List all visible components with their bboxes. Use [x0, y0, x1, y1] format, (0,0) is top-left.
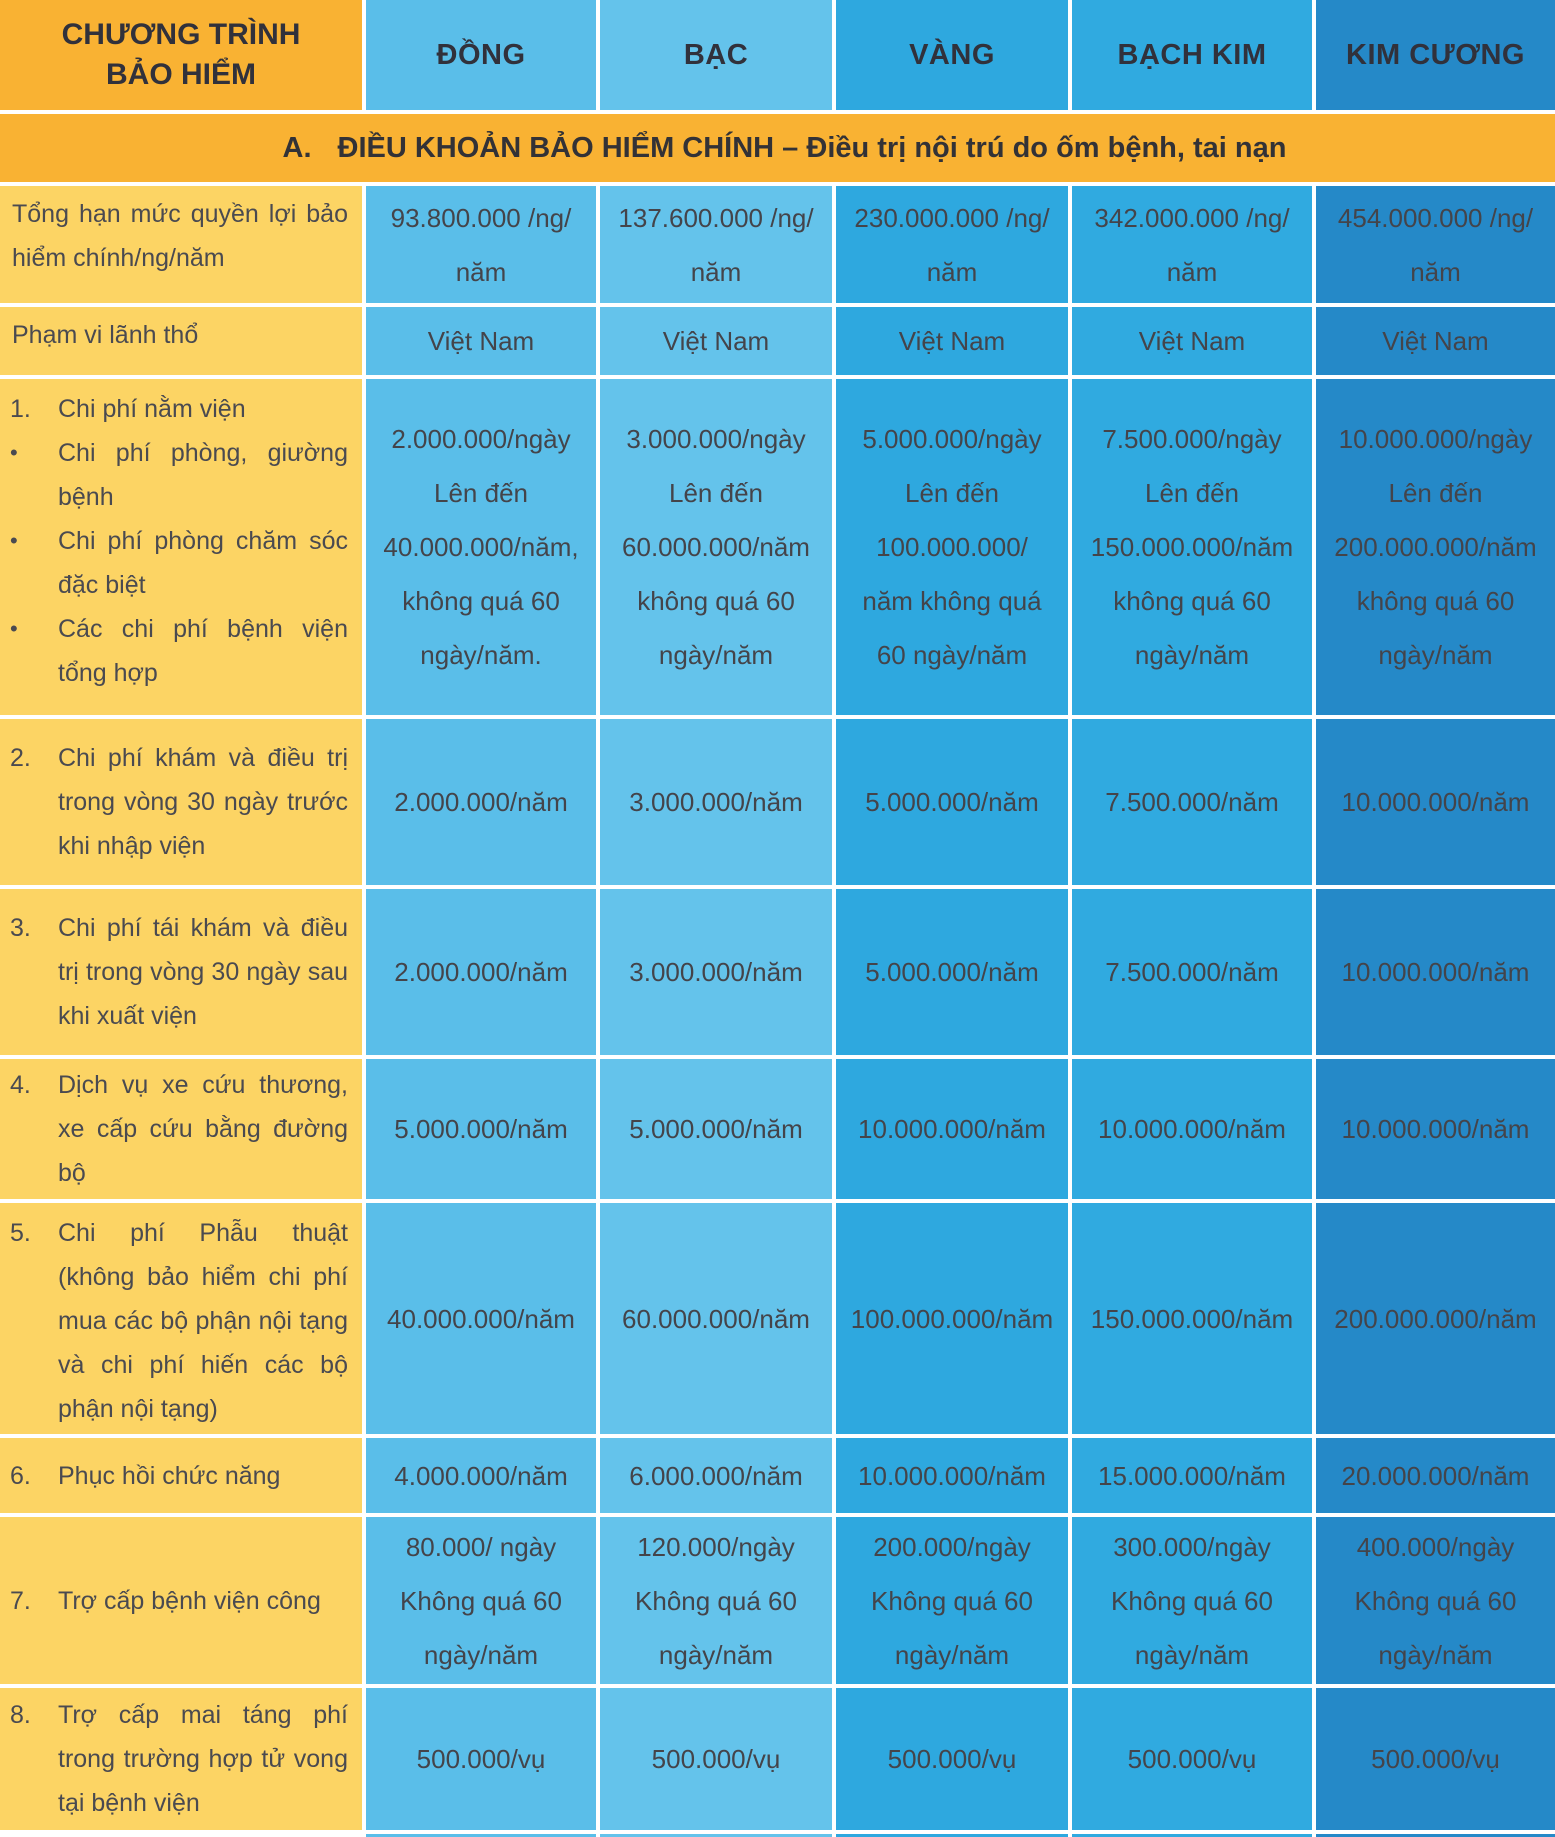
- value-rehabilitation-dong: 4.000.000/năm: [366, 1438, 596, 1513]
- value-public-hospital-kim-cuong: 400.000/ngày Không quá 60 ngày/năm: [1316, 1517, 1555, 1684]
- item-number: 7.: [10, 1586, 31, 1615]
- section-a-title: ĐIỀU KHOẢN BẢO HIỂM CHÍNH – Điều trị nội…: [337, 131, 1287, 164]
- value-post-discharge-dong: 2.000.000/năm: [366, 889, 596, 1055]
- value-rehabilitation-bach-kim: 15.000.000/năm: [1072, 1438, 1312, 1513]
- value-surgery-kim-cuong: 200.000.000/năm: [1316, 1203, 1555, 1434]
- value-ambulance-bac: 5.000.000/năm: [600, 1059, 832, 1199]
- value-total-limit-bac: 137.600.000 /ng/ năm: [600, 186, 832, 303]
- value-ambulance-dong: 5.000.000/năm: [366, 1059, 596, 1199]
- plan-header-bach-kim: BẠCH KIM: [1072, 0, 1312, 110]
- value-hospitalization-vang: 5.000.000/ngày Lên đến 100.000.000/ năm …: [836, 379, 1068, 715]
- value-pre-admission-vang: 5.000.000/năm: [836, 719, 1068, 885]
- row-label-surgery: 5. Chi phí Phẫu thuật (không bảo hiểm ch…: [0, 1203, 362, 1434]
- item-text: Chi phí Phẫu thuật (không bảo hiểm chi p…: [58, 1219, 348, 1423]
- item-text: Dịch vụ xe cứu thương, xe cấp cứu bằng đ…: [58, 1071, 348, 1187]
- item-text: Các chi phí bệnh viện tổng hợp: [58, 615, 348, 687]
- value-funeral-dong: 500.000/vụ: [366, 1688, 596, 1830]
- item-text: Chi phí tái khám và điều trị trong vòng …: [58, 914, 348, 1030]
- value-territory-kim-cuong: Việt Nam: [1316, 307, 1555, 375]
- item-text: Chi phí phòng chăm sóc đặc biệt: [58, 527, 348, 599]
- value-hospitalization-bach-kim: 7.500.000/ngày Lên đến 150.000.000/năm k…: [1072, 379, 1312, 715]
- item-number: 4.: [10, 1071, 31, 1099]
- value-hospitalization-kim-cuong: 10.000.000/ngày Lên đến 200.000.000/năm …: [1316, 379, 1555, 715]
- value-pre-admission-bac: 3.000.000/năm: [600, 719, 832, 885]
- value-post-discharge-bach-kim: 7.500.000/năm: [1072, 889, 1312, 1055]
- row-label-public-hospital-allowance: 7. Trợ cấp bệnh viện công: [0, 1517, 362, 1684]
- value-public-hospital-vang: 200.000/ngày Không quá 60 ngày/năm: [836, 1517, 1068, 1684]
- value-funeral-bach-kim: 500.000/vụ: [1072, 1688, 1312, 1830]
- value-pre-admission-dong: 2.000.000/năm: [366, 719, 596, 885]
- item-number: 3.: [10, 914, 31, 942]
- value-post-discharge-bac: 3.000.000/năm: [600, 889, 832, 1055]
- item-text: Chi phí phòng, giường bệnh: [58, 439, 348, 511]
- next-row-sliver-bach-kim: [1072, 1834, 1312, 1837]
- item-text: Chi phí khám và điều trị trong vòng 30 n…: [58, 744, 348, 860]
- value-territory-dong: Việt Nam: [366, 307, 596, 375]
- row-label-text: Tổng hạn mức quyền lợi bảo hiểm chính/ng…: [12, 200, 348, 272]
- plan-header-dong: ĐỒNG: [366, 0, 596, 110]
- item-text: Phục hồi chức năng: [58, 1461, 281, 1490]
- value-total-limit-vang: 230.000.000 /ng/ năm: [836, 186, 1068, 303]
- row-label-hospitalization: 1. Chi phí nằm viện • Chi phí phòng, giư…: [0, 379, 362, 715]
- value-total-limit-dong: 93.800.000 /ng/ năm: [366, 186, 596, 303]
- value-public-hospital-bac: 120.000/ngày Không quá 60 ngày/năm: [600, 1517, 832, 1684]
- item-number: 1.: [10, 395, 31, 423]
- value-territory-bach-kim: Việt Nam: [1072, 307, 1312, 375]
- value-rehabilitation-vang: 10.000.000/năm: [836, 1438, 1068, 1513]
- item-number: 6.: [10, 1461, 31, 1490]
- plan-header-bac: BẠC: [600, 0, 832, 110]
- row-label-territory: Phạm vi lãnh thổ: [0, 307, 362, 375]
- program-header-cell: CHƯƠNG TRÌNH BẢO HIỂM: [0, 0, 362, 110]
- row-label-funeral-allowance: 8. Trợ cấp mai táng phí trong trường hợp…: [0, 1688, 362, 1830]
- value-ambulance-vang: 10.000.000/năm: [836, 1059, 1068, 1199]
- bullet-icon: •: [10, 440, 18, 465]
- value-funeral-bac: 500.000/vụ: [600, 1688, 832, 1830]
- value-public-hospital-bach-kim: 300.000/ngày Không quá 60 ngày/năm: [1072, 1517, 1312, 1684]
- value-hospitalization-dong: 2.000.000/ngày Lên đến 40.000.000/năm, k…: [366, 379, 596, 715]
- next-row-sliver-vang: [836, 1834, 1068, 1837]
- next-row-sliver-dong: [366, 1834, 596, 1837]
- item-number: 5.: [10, 1219, 31, 1247]
- section-a-header: A. ĐIỀU KHOẢN BẢO HIỂM CHÍNH – Điều trị …: [0, 114, 1555, 182]
- value-post-discharge-kim-cuong: 10.000.000/năm: [1316, 889, 1555, 1055]
- item-text: Trợ cấp mai táng phí trong trường hợp tử…: [58, 1701, 348, 1817]
- value-ambulance-bach-kim: 10.000.000/năm: [1072, 1059, 1312, 1199]
- plan-header-vang: VÀNG: [836, 0, 1068, 110]
- row-label-text: Phạm vi lãnh thổ: [12, 321, 199, 349]
- value-total-limit-bach-kim: 342.000.000 /ng/ năm: [1072, 186, 1312, 303]
- value-rehabilitation-bac: 6.000.000/năm: [600, 1438, 832, 1513]
- bullet-icon: •: [10, 528, 18, 553]
- value-rehabilitation-kim-cuong: 20.000.000/năm: [1316, 1438, 1555, 1513]
- value-funeral-kim-cuong: 500.000/vụ: [1316, 1688, 1555, 1830]
- value-pre-admission-bach-kim: 7.500.000/năm: [1072, 719, 1312, 885]
- value-public-hospital-dong: 80.000/ ngày Không quá 60 ngày/năm: [366, 1517, 596, 1684]
- value-hospitalization-bac: 3.000.000/ngày Lên đến 60.000.000/năm kh…: [600, 379, 832, 715]
- item-number: 2.: [10, 744, 31, 772]
- section-a-marker: A.: [282, 131, 312, 164]
- value-ambulance-kim-cuong: 10.000.000/năm: [1316, 1059, 1555, 1199]
- value-pre-admission-kim-cuong: 10.000.000/năm: [1316, 719, 1555, 885]
- value-surgery-bac: 60.000.000/năm: [600, 1203, 832, 1434]
- item-text: Trợ cấp bệnh viện công: [58, 1586, 321, 1615]
- next-row-sliver-kim-cuong: [1316, 1834, 1555, 1837]
- item-text: Chi phí nằm viện: [58, 395, 246, 423]
- row-label-ambulance: 4. Dịch vụ xe cứu thương, xe cấp cứu bằn…: [0, 1059, 362, 1199]
- row-label-rehabilitation: 6. Phục hồi chức năng: [0, 1438, 362, 1513]
- value-total-limit-kim-cuong: 454.000.000 /ng/ năm: [1316, 186, 1555, 303]
- row-label-total-limit: Tổng hạn mức quyền lợi bảo hiểm chính/ng…: [0, 186, 362, 303]
- bullet-icon: •: [10, 616, 18, 641]
- plan-header-kim-cuong: KIM CƯƠNG: [1316, 0, 1555, 110]
- value-territory-vang: Việt Nam: [836, 307, 1068, 375]
- value-surgery-bach-kim: 150.000.000/năm: [1072, 1203, 1312, 1434]
- row-label-post-discharge: 3. Chi phí tái khám và điều trị trong vò…: [0, 889, 362, 1055]
- next-row-sliver-bac: [600, 1834, 832, 1837]
- row-label-pre-admission: 2. Chi phí khám và điều trị trong vòng 3…: [0, 719, 362, 885]
- value-funeral-vang: 500.000/vụ: [836, 1688, 1068, 1830]
- item-number: 8.: [10, 1701, 31, 1729]
- value-surgery-vang: 100.000.000/năm: [836, 1203, 1068, 1434]
- value-post-discharge-vang: 5.000.000/năm: [836, 889, 1068, 1055]
- value-surgery-dong: 40.000.000/năm: [366, 1203, 596, 1434]
- value-territory-bac: Việt Nam: [600, 307, 832, 375]
